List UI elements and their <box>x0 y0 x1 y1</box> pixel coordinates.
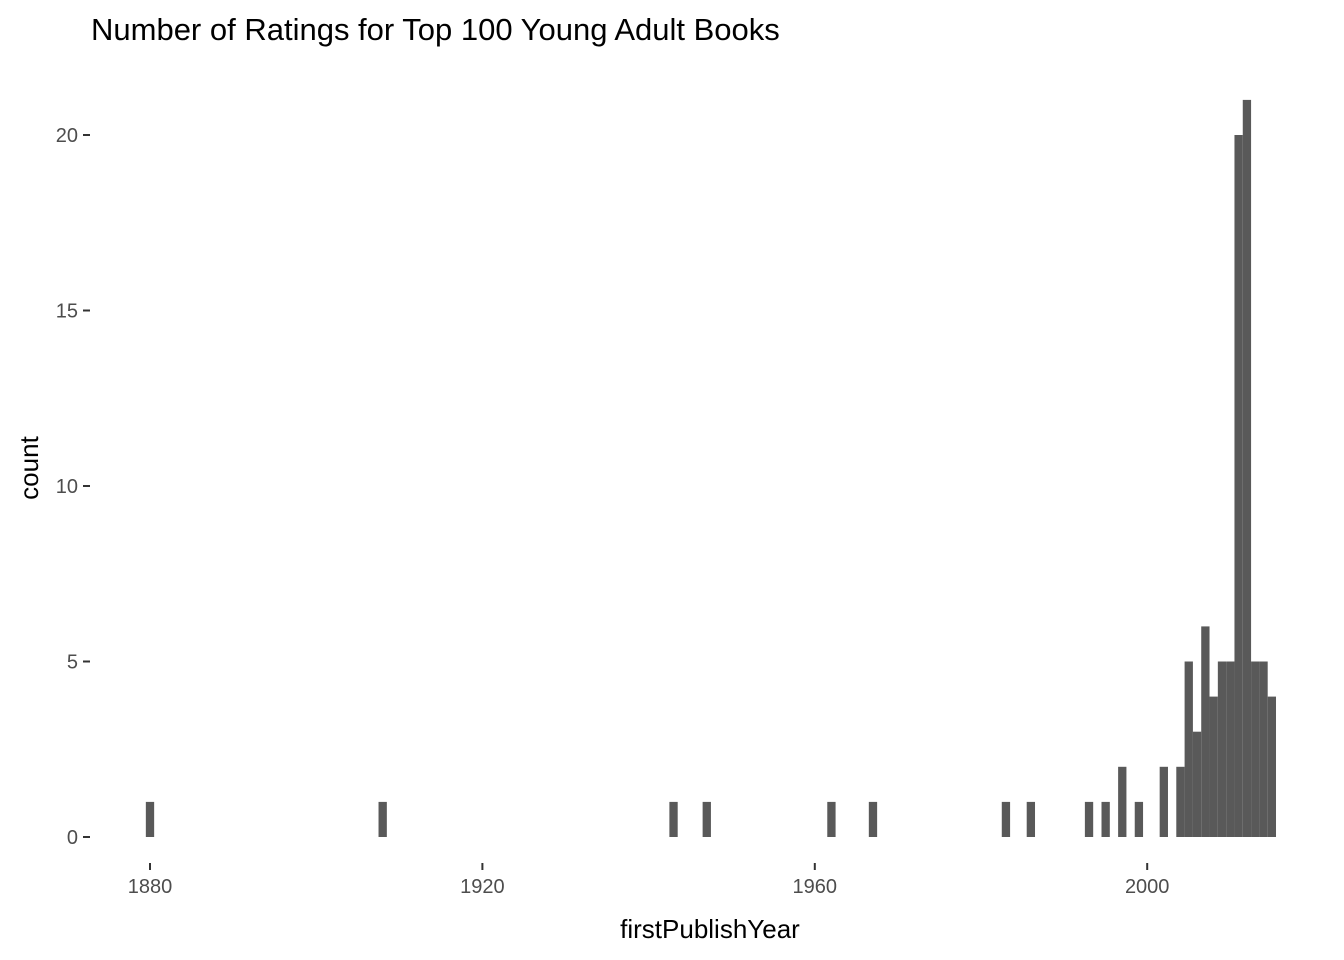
histogram-bar <box>1159 766 1168 837</box>
y-tick-label: 5 <box>67 652 78 674</box>
y-axis: 0 5 10 15 20 <box>56 125 90 849</box>
histogram-bar <box>1201 626 1210 837</box>
histogram-bar <box>1192 731 1202 837</box>
y-tick-label: 0 <box>67 827 78 849</box>
y-tick-label: 10 <box>56 476 78 498</box>
x-tick-label: 1920 <box>460 876 505 898</box>
bars-group <box>145 99 1277 837</box>
histogram-bar <box>1101 801 1110 837</box>
histogram-bar <box>1026 801 1036 837</box>
y-tick-label: 20 <box>56 125 78 147</box>
y-axis-title: count <box>14 435 44 499</box>
x-axis-title: firstPublishYear <box>620 914 800 944</box>
chart-title: Number of Ratings for Top 100 Young Adul… <box>91 12 780 47</box>
histogram-bar <box>1184 661 1193 837</box>
histogram-bar <box>1242 99 1252 837</box>
histogram-bar <box>1134 801 1144 837</box>
histogram-bar <box>1084 801 1094 837</box>
histogram-bar <box>145 801 155 837</box>
x-tick-label: 1960 <box>793 876 838 898</box>
histogram-bar <box>1226 661 1235 837</box>
histogram-bar <box>868 801 878 837</box>
histogram-bar <box>1217 661 1227 837</box>
histogram-bar <box>1176 766 1185 837</box>
histogram-bar <box>1251 661 1260 837</box>
x-tick-label: 1880 <box>128 876 173 898</box>
histogram-bar <box>702 801 711 837</box>
histogram-bar <box>669 801 678 837</box>
x-axis: 1880 1920 1960 2000 <box>128 863 1170 898</box>
x-tick-label: 2000 <box>1125 876 1170 898</box>
histogram-bar <box>1001 801 1011 837</box>
y-tick-label: 15 <box>56 301 78 323</box>
histogram-bar <box>1234 135 1243 837</box>
histogram-bar <box>1267 696 1277 837</box>
histogram-bar <box>827 801 836 837</box>
histogram-bar <box>378 801 387 837</box>
histogram-bar <box>1259 661 1268 837</box>
histogram-bar <box>1209 696 1218 837</box>
histogram-bar <box>1118 766 1127 837</box>
